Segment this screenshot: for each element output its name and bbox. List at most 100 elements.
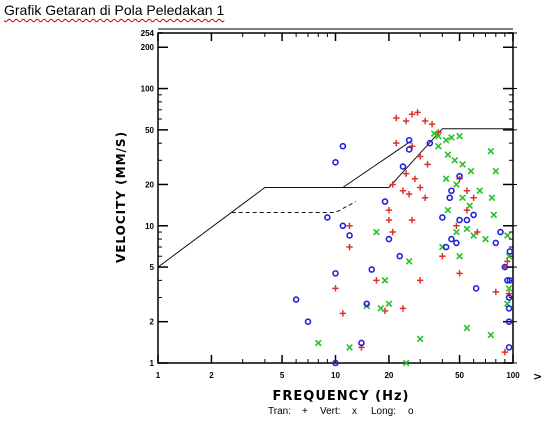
x-axis-title: FREQUENCY (Hz) <box>273 389 410 404</box>
point-vert <box>470 232 477 239</box>
point-vert <box>453 228 460 236</box>
point-vert <box>346 343 353 351</box>
point-vert <box>459 194 466 202</box>
point-tran <box>439 253 446 260</box>
point-tran <box>424 161 431 168</box>
point-vert <box>492 167 500 175</box>
point-long <box>453 239 460 247</box>
point-tran <box>474 228 481 236</box>
point-vert <box>487 331 495 339</box>
point-tran <box>416 277 424 284</box>
data-points <box>292 109 514 367</box>
limit-line-solid <box>264 139 413 188</box>
point-long <box>339 142 347 150</box>
legend-label-vert: Vert: <box>320 406 341 417</box>
point-tran <box>405 190 413 198</box>
point-long <box>506 248 514 255</box>
point-vert <box>453 181 460 188</box>
point-long <box>363 300 371 308</box>
point-long <box>505 305 513 312</box>
point-vert <box>482 235 489 243</box>
x-tick-label: 10 <box>331 371 340 380</box>
point-vert <box>430 130 438 137</box>
point-vert <box>435 132 442 140</box>
point-vert <box>459 161 466 168</box>
point-long <box>385 235 393 243</box>
point-tran <box>389 181 396 188</box>
point-tran <box>456 270 463 277</box>
point-tran <box>421 117 429 125</box>
y-tick-label: 200 <box>141 43 155 52</box>
point-vert <box>381 277 389 284</box>
legend-marker-long: o <box>408 406 414 417</box>
x-tick-label: 5 <box>280 371 285 380</box>
point-long <box>324 214 331 221</box>
point-long <box>332 159 339 166</box>
y-tick-label: 5 <box>150 263 155 272</box>
point-vert <box>463 225 471 233</box>
y-tick-label: 100 <box>141 85 155 94</box>
point-vert <box>435 142 442 150</box>
y-tick-label: 20 <box>145 180 154 189</box>
point-long <box>501 263 509 271</box>
axis-ticks: 1 2 5 10 20 50 100 1 2 5 10 20 50 100 200 254 <box>141 29 521 380</box>
point-tran <box>408 111 416 118</box>
point-long <box>497 228 504 236</box>
point-tran <box>389 228 396 236</box>
point-vert <box>488 194 496 202</box>
point-long <box>405 146 413 153</box>
point-long <box>292 296 300 303</box>
point-tran <box>453 222 460 229</box>
point-tran <box>416 184 424 191</box>
point-long <box>426 139 434 147</box>
x-tick-label: 100 <box>506 371 520 380</box>
y-tick-label: 10 <box>145 222 154 231</box>
point-vert <box>442 175 450 183</box>
point-tran <box>393 139 400 147</box>
legend-marker-vert: x <box>352 406 357 417</box>
point-tran <box>504 258 511 265</box>
point-tran <box>385 206 393 214</box>
limit-line-dashed <box>231 201 356 213</box>
point-tran <box>492 288 499 296</box>
point-tran <box>402 170 410 177</box>
point-vert <box>456 252 463 260</box>
point-vert <box>373 228 380 236</box>
point-long <box>505 318 513 325</box>
point-tran <box>414 109 421 116</box>
point-tran <box>421 194 429 201</box>
point-long <box>339 222 347 230</box>
point-long <box>506 277 514 284</box>
point-tran <box>402 117 410 125</box>
point-long <box>405 136 413 144</box>
point-long <box>358 339 365 347</box>
point-long <box>470 211 477 219</box>
point-tran <box>399 305 407 312</box>
point-tran <box>346 243 353 251</box>
point-vert <box>448 134 455 141</box>
point-long <box>446 194 454 202</box>
point-long <box>381 198 389 205</box>
point-tran <box>416 153 424 160</box>
point-long <box>442 243 450 251</box>
y-tick-label: 1 <box>150 359 155 368</box>
point-vert <box>467 167 475 175</box>
point-long <box>448 187 455 195</box>
y-tick-label: 2 <box>150 318 155 327</box>
x-axis-arrow: > <box>533 370 542 383</box>
point-long <box>463 216 471 224</box>
point-long <box>505 294 513 301</box>
point-vert <box>487 147 495 155</box>
legend: Tran: + Vert: x Long: o <box>268 406 414 417</box>
point-long <box>332 359 339 367</box>
point-tran <box>385 216 393 224</box>
point-vert <box>377 305 385 312</box>
point-tran <box>463 187 471 194</box>
point-long <box>332 270 339 277</box>
legend-marker-tran: + <box>302 406 308 417</box>
point-tran <box>399 187 407 194</box>
point-vert <box>444 151 452 158</box>
point-tran <box>346 222 353 229</box>
y-tick-label: 50 <box>145 126 154 135</box>
